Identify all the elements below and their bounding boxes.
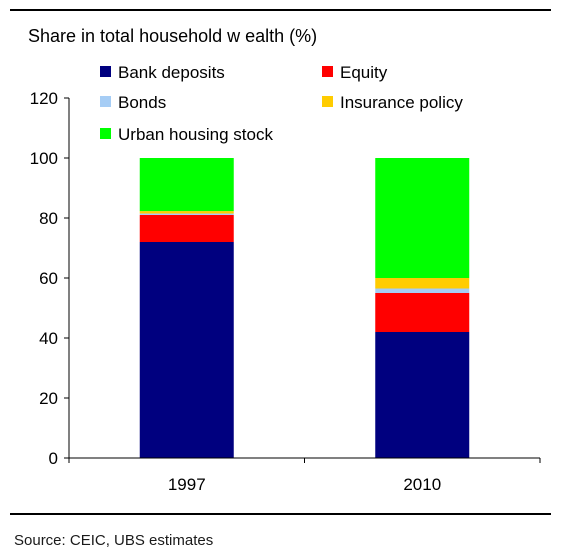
legend-swatch-bank-deposits: [100, 66, 111, 77]
legend-swatch-equity: [322, 66, 333, 77]
legend-label-equity: Equity: [340, 63, 388, 82]
legend-label-urban-housing-stock: Urban housing stock: [118, 125, 273, 144]
legend-swatch-insurance-policy: [322, 96, 333, 107]
bar-1997-urban-housing-stock: [139, 158, 234, 212]
legend-label-bank-deposits: Bank deposits: [118, 63, 225, 82]
bar-2010-urban-housing-stock: [375, 158, 470, 278]
bar-2010-insurance-policy: [375, 278, 470, 289]
y-tick-label-80: 80: [39, 209, 58, 228]
legend-swatch-bonds: [100, 96, 111, 107]
y-tick-label-120: 120: [30, 89, 58, 108]
x-tick-label-1997: 1997: [168, 475, 206, 494]
legend-label-bonds: Bonds: [118, 93, 166, 112]
legend-label-insurance-policy: Insurance policy: [340, 93, 463, 112]
legend-swatch-urban-housing-stock: [100, 128, 111, 139]
top-rule: [10, 9, 551, 11]
bar-2010-equity: [375, 293, 470, 332]
source-note: Source: CEIC, UBS estimates: [14, 532, 214, 549]
bar-2010-bank-deposits: [375, 332, 470, 458]
y-tick-label-0: 0: [49, 449, 58, 468]
y-tick-label-60: 60: [39, 269, 58, 288]
bar-1997-bank-deposits: [139, 242, 234, 458]
y-tick-label-20: 20: [39, 389, 58, 408]
stacked-bar-chart: Share in total household w ealth (%) Bank…: [28, 26, 541, 494]
y-tick-label-40: 40: [39, 329, 58, 348]
bottom-rule: [10, 513, 551, 515]
y-tick-label-100: 100: [30, 149, 58, 168]
bar-1997-bonds: [139, 213, 234, 215]
bar-2010-bonds: [375, 288, 470, 293]
bar-1997-insurance-policy: [139, 211, 234, 214]
bar-1997-equity: [139, 215, 234, 242]
chart-title: Share in total household w ealth (%): [28, 26, 317, 46]
x-tick-label-2010: 2010: [403, 475, 441, 494]
